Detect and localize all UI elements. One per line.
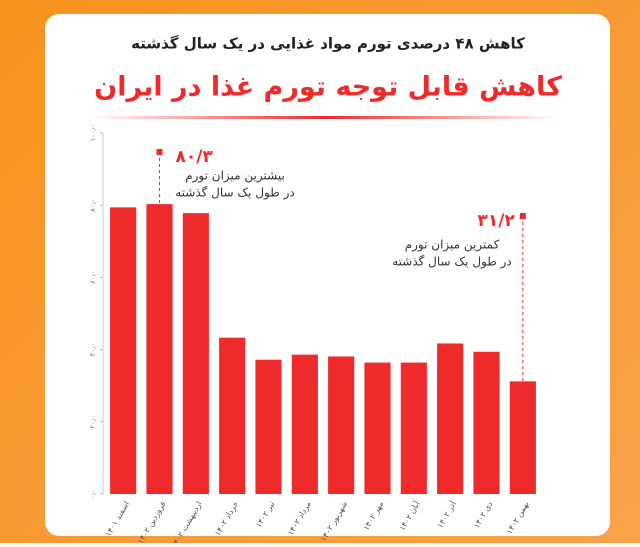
y-tick-label: ۱۰۰٫۰	[89, 124, 97, 141]
y-tick-label: ۲۰٫۰	[89, 415, 97, 429]
y-tick-label: ۰٫۰	[89, 489, 97, 499]
annotation-marker	[156, 149, 163, 155]
annotation-line: در طول یک سال گذشته	[392, 255, 512, 270]
chart-title: کاهش قابل توجه تورم غذا در ایران	[94, 72, 562, 103]
bar	[473, 351, 500, 494]
value-label: ۸۰/۳	[176, 147, 214, 167]
bar	[291, 354, 318, 494]
bar	[110, 207, 137, 494]
bar	[255, 359, 282, 494]
annotation-marker	[519, 213, 526, 219]
bar	[146, 204, 173, 494]
annotation-line: کمترین میزان تورم	[405, 238, 500, 253]
bar	[400, 362, 427, 494]
bar	[437, 343, 464, 494]
annotation: بیشترین میزان تورم در طول یک سال گذشته	[175, 169, 295, 201]
y-tick-label: ۴۰٫۰	[89, 343, 97, 357]
y-tick-label: ۸۰٫۰	[89, 198, 97, 212]
bar	[182, 213, 209, 494]
bar	[364, 362, 391, 494]
value-label: ۳۱/۲	[477, 211, 515, 231]
annotation-line: در طول یک سال گذشته	[175, 186, 295, 201]
chart-subtitle: کاهش ۴۸ درصدی تورم مواد غذایی در یک سال …	[131, 35, 525, 53]
title-rule	[90, 116, 560, 119]
bar	[328, 356, 355, 494]
annotation: کمترین میزان تورم در طول یک سال گذشته	[392, 238, 512, 270]
annotation-line: بیشترین میزان تورم	[185, 169, 285, 184]
bar	[219, 337, 246, 494]
y-tick-label: ۶۰٫۰	[89, 271, 97, 285]
bar	[509, 381, 536, 494]
